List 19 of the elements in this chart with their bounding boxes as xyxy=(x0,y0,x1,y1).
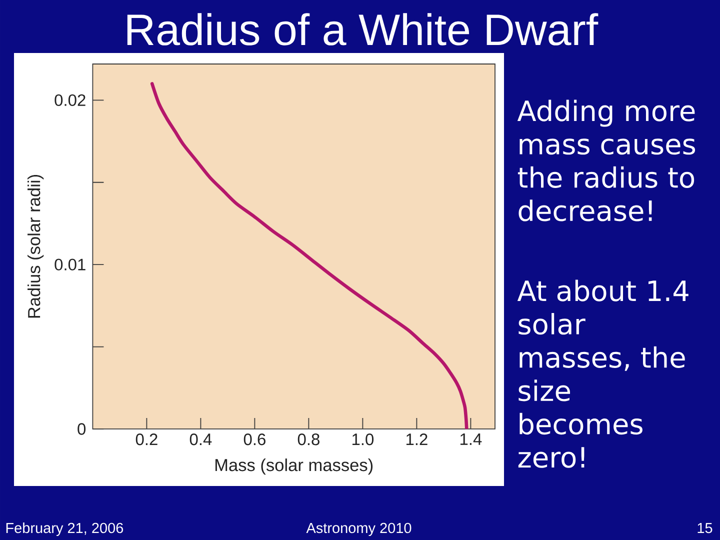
text: Astronomy 2010 xyxy=(306,522,412,536)
x-tick-label: 1.4 xyxy=(460,434,482,445)
y-tick-label: 0.01 xyxy=(54,258,86,270)
chart-title: Radius of a White Dwarf xyxy=(127,13,598,46)
y-axis-title: Radius (solar radii) xyxy=(28,175,44,318)
x-tick-label: 1.2 xyxy=(406,434,428,446)
text: February 21, 2006 xyxy=(6,522,124,536)
x-tick-label: 0.8 xyxy=(298,434,320,446)
y-tick-label: 0.02 xyxy=(54,94,86,106)
text: Adding more mass causes the radius to decrease! xyxy=(517,100,696,222)
x-tick-label: 0.4 xyxy=(190,434,212,446)
text: At about 1.4 solar masses, the size becomes zero! xyxy=(517,280,688,468)
line-series xyxy=(150,82,468,429)
x-tick-label: 0.2 xyxy=(136,434,158,446)
y-tick-label: 0 xyxy=(78,423,86,435)
x-tick-label: 1.0 xyxy=(352,434,374,446)
x-axis-title: Mass (solar masses) xyxy=(215,458,373,475)
x-tick-label: 0.6 xyxy=(244,434,266,446)
text: 15 xyxy=(698,523,712,534)
